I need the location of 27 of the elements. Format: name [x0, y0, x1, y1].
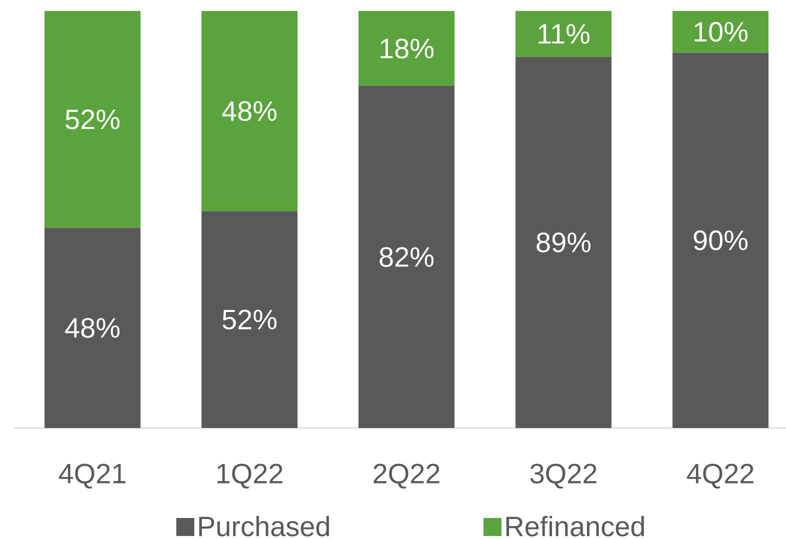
data-label: 48% — [222, 101, 277, 121]
data-label: 82% — [380, 247, 434, 267]
bar — [202, 211, 298, 428]
bar — [672, 10, 768, 53]
data-label: 18% — [380, 38, 434, 58]
data-label: 11% — [538, 24, 590, 44]
bar — [202, 10, 298, 212]
bar — [516, 56, 612, 428]
data-label: 90% — [694, 230, 748, 250]
data-label: 52% — [222, 310, 277, 330]
bar — [44, 10, 141, 228]
x-tick-label: 3Q22 — [530, 464, 596, 489]
legend-label: Refinanced — [506, 516, 644, 536]
bar — [358, 86, 455, 428]
bar — [516, 10, 612, 57]
x-tick-label: 2Q22 — [374, 464, 440, 489]
bar — [672, 52, 768, 428]
data-label: 89% — [536, 232, 591, 252]
bar — [358, 10, 455, 86]
data-label: 48% — [65, 318, 120, 338]
x-tick-label: 1Q22 — [217, 464, 282, 489]
x-tick-label: 4Q22 — [686, 464, 754, 489]
data-label: 52% — [66, 110, 120, 130]
legend-label: Purchased — [199, 516, 329, 536]
data-label: 10% — [694, 22, 748, 42]
bar — [44, 228, 141, 428]
x-tick-label: 4Q21 — [58, 464, 126, 489]
